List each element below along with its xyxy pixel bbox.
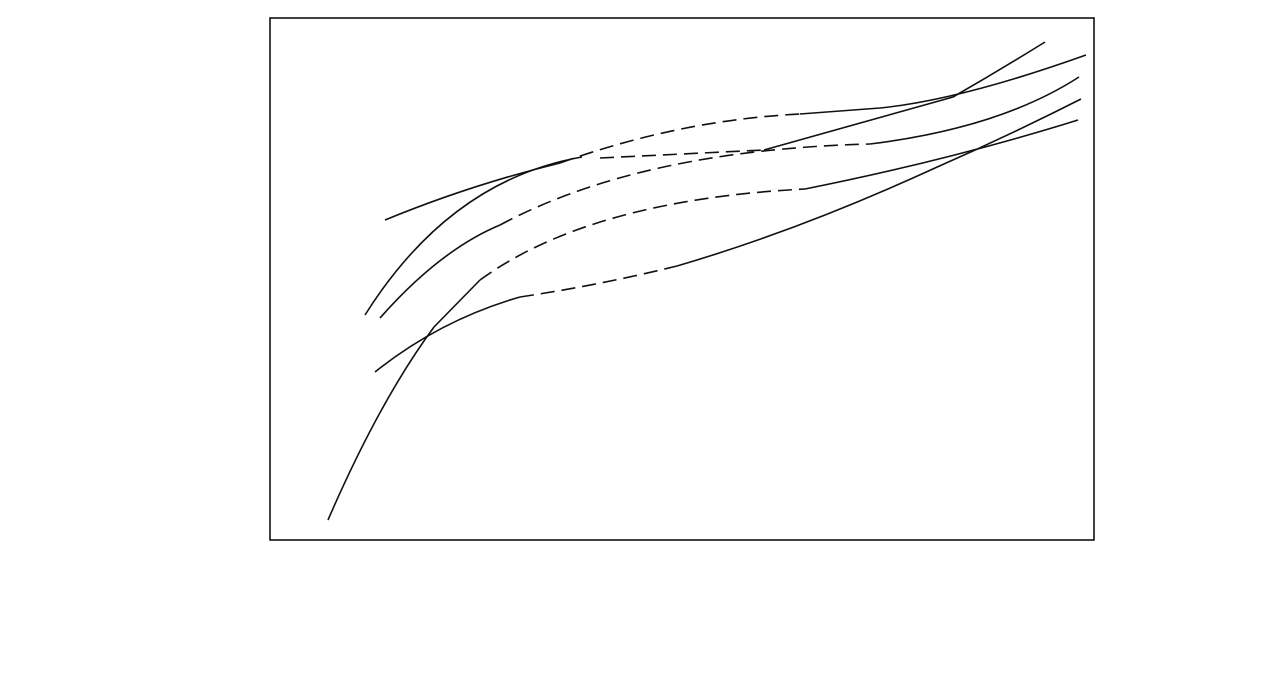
chart <box>269 17 1095 541</box>
plot-frame <box>269 17 1095 541</box>
caption <box>0 612 1264 641</box>
fit-curves <box>327 41 1087 521</box>
